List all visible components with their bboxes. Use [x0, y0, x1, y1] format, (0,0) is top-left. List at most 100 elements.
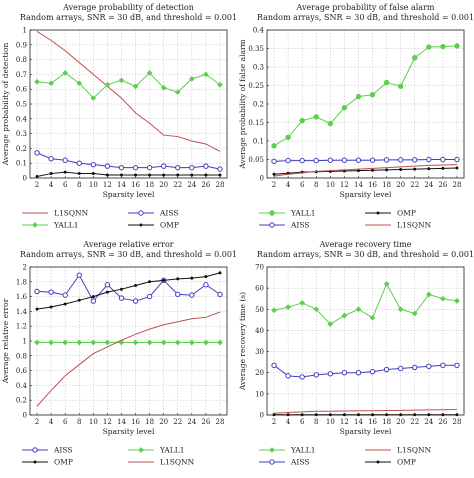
- data-point-aiss: [132, 164, 139, 171]
- x-tick-label: 4: [286, 181, 291, 189]
- data-point-aiss: [189, 292, 195, 298]
- chart-title: Average relative error: [82, 240, 173, 249]
- data-point-omp: [77, 172, 81, 176]
- data-point-omp: [286, 413, 290, 417]
- data-point-aiss: [355, 157, 362, 163]
- legend-marker-aiss: [269, 459, 275, 465]
- x-tick-label: 10: [326, 181, 335, 189]
- data-point-omp: [119, 173, 123, 177]
- x-tick-label: 16: [131, 418, 140, 426]
- legend-label-l1sqnn: L1SQNN: [54, 209, 89, 218]
- x-tick-label: 10: [326, 418, 335, 426]
- data-point-yall1: [341, 104, 348, 111]
- x-tick-label: 24: [424, 181, 433, 189]
- data-point-aiss: [48, 156, 54, 162]
- y-axis-label: Average probability of detection: [1, 43, 10, 167]
- legend-label-l1sqnn: L1SQNN: [160, 458, 195, 467]
- series-line-omp: [274, 167, 457, 175]
- x-tick-label: 6: [300, 181, 305, 189]
- recovery-time-chart: Average recovery time Random arrays, SNR …: [237, 237, 474, 474]
- data-point-omp: [204, 275, 208, 279]
- series-l1sqnn: [36, 31, 221, 152]
- x-tick-label: 16: [368, 181, 377, 189]
- data-point-aiss: [440, 362, 446, 369]
- plot-frame: [29, 266, 228, 416]
- legend-label-omp: OMP: [160, 221, 179, 230]
- data-point-omp: [371, 413, 375, 417]
- x-tick-label: 14: [354, 181, 363, 189]
- data-point-aiss: [412, 364, 418, 371]
- data-point-aiss: [271, 362, 277, 369]
- data-point-yall1: [299, 117, 305, 124]
- legend-entry-omp: OMP: [128, 221, 179, 230]
- series-line-omp: [36, 171, 220, 178]
- data-point-yall1: [132, 339, 139, 346]
- y-tick-label: 0: [260, 175, 264, 183]
- y-tick-label: 0.5: [16, 101, 27, 109]
- legend-label-omp: OMP: [397, 209, 416, 218]
- x-tick-label: 14: [354, 418, 363, 426]
- data-point-omp: [148, 173, 152, 177]
- data-point-yall1: [425, 291, 432, 298]
- data-point-yall1: [397, 306, 404, 313]
- data-point-yall1: [411, 310, 418, 317]
- data-point-yall1: [146, 339, 153, 346]
- data-point-omp: [441, 413, 445, 417]
- data-point-aiss: [48, 289, 54, 295]
- x-axis-label: Sparsity level: [103, 190, 155, 199]
- data-point-omp: [399, 167, 403, 171]
- data-point-yall1: [271, 143, 277, 149]
- data-point-omp: [218, 173, 222, 177]
- data-point-yall1: [90, 339, 97, 346]
- data-point-aiss: [104, 282, 111, 288]
- data-point-aiss: [397, 157, 404, 163]
- chart-subtitle: Random arrays, SNR = 30 dB, and threshol…: [257, 250, 474, 259]
- data-point-omp: [300, 413, 304, 417]
- x-axis-label: Sparsity level: [103, 427, 155, 436]
- x-tick-label: 28: [453, 181, 462, 189]
- legend-entry-l1sqnn: L1SQNN: [365, 221, 432, 230]
- data-point-aiss: [76, 272, 82, 278]
- x-tick-label: 12: [340, 181, 349, 189]
- data-point-yall1: [76, 339, 83, 346]
- data-point-omp: [162, 173, 166, 177]
- x-tick-label: 10: [89, 418, 98, 426]
- y-tick-label: 0.6: [16, 367, 28, 375]
- data-point-yall1: [104, 339, 111, 346]
- data-point-yall1: [271, 307, 277, 314]
- data-point-yall1: [62, 69, 69, 76]
- x-tick-label: 26: [438, 418, 447, 426]
- chart-svg: Average probability of false alarmRandom…: [238, 3, 474, 230]
- legend-label-yall1: YALL1: [53, 221, 79, 230]
- data-point-yall1: [62, 339, 69, 346]
- data-point-yall1: [202, 339, 209, 346]
- x-tick-label: 2: [272, 418, 276, 426]
- data-point-yall1: [174, 89, 181, 96]
- data-point-yall1: [174, 339, 181, 346]
- data-point-yall1: [341, 312, 348, 319]
- y-tick-label: 0.4: [253, 27, 265, 35]
- data-point-yall1: [188, 339, 195, 346]
- data-point-aiss: [132, 298, 139, 304]
- x-tick-label: 14: [117, 418, 126, 426]
- data-point-omp: [356, 169, 360, 173]
- data-point-aiss: [369, 157, 376, 163]
- legend-entry-omp: OMP: [365, 458, 416, 467]
- legend-label-yall1: YALL1: [290, 446, 316, 455]
- series-yall1: [34, 339, 223, 346]
- data-point-aiss: [160, 163, 167, 169]
- data-point-omp: [413, 167, 417, 171]
- y-tick-label: 0.4: [16, 115, 28, 123]
- y-tick-label: 0.35: [248, 45, 264, 53]
- legend: AISS OMP YALL1 L1SQNN: [22, 446, 195, 467]
- y-tick-label: 0.2: [16, 145, 27, 153]
- data-point-yall1: [369, 314, 376, 321]
- y-tick-label: 30: [255, 348, 264, 356]
- data-point-omp: [77, 298, 81, 302]
- plot-frame: [29, 29, 228, 179]
- x-tick-label: 26: [201, 418, 210, 426]
- data-point-yall1: [412, 55, 418, 61]
- x-tick-label: 8: [314, 181, 318, 189]
